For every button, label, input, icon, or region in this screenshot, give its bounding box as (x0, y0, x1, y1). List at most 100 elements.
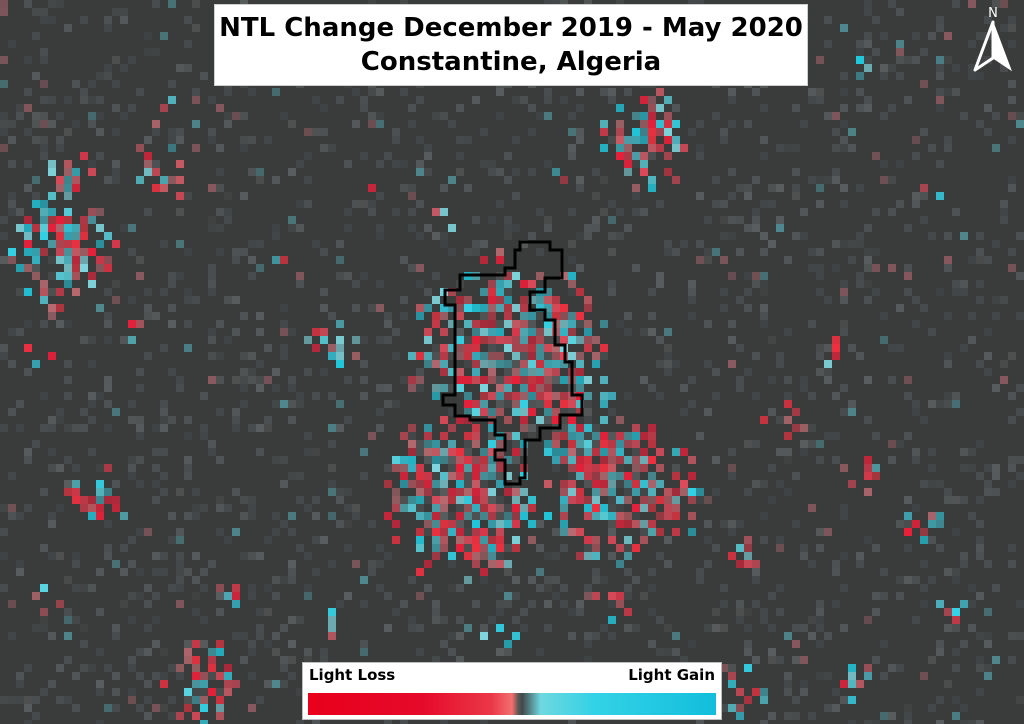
raster-pixel (136, 480, 144, 488)
raster-pixel (80, 88, 88, 96)
raster-pixel (152, 480, 160, 488)
raster-pixel (80, 664, 88, 672)
raster-pixel (912, 152, 920, 160)
raster-pixel (528, 536, 536, 544)
raster-pixel (720, 256, 728, 264)
raster-pixel (464, 528, 472, 536)
raster-pixel (712, 392, 720, 400)
raster-pixel (600, 576, 608, 584)
raster-pixel (648, 568, 656, 576)
raster-pixel (72, 184, 80, 192)
raster-pixel (456, 480, 464, 488)
raster-pixel (40, 248, 48, 256)
raster-pixel (80, 504, 88, 512)
raster-pixel (416, 472, 424, 480)
raster-pixel (112, 560, 120, 568)
raster-pixel (40, 232, 48, 240)
raster-pixel (736, 344, 744, 352)
raster-pixel (128, 664, 136, 672)
raster-pixel (808, 424, 816, 432)
raster-pixel (832, 144, 840, 152)
raster-pixel (336, 96, 344, 104)
raster-pixel (584, 344, 592, 352)
raster-pixel (64, 240, 72, 248)
raster-pixel (600, 480, 608, 488)
raster-pixel (136, 456, 144, 464)
raster-pixel (448, 288, 456, 296)
raster-pixel (976, 440, 984, 448)
raster-pixel (8, 696, 16, 704)
raster-pixel (648, 480, 656, 488)
raster-pixel (408, 192, 416, 200)
raster-pixel (184, 456, 192, 464)
raster-pixel (824, 360, 832, 368)
raster-pixel (336, 272, 344, 280)
raster-pixel (512, 520, 520, 528)
raster-pixel (192, 0, 200, 8)
raster-pixel (232, 112, 240, 120)
raster-pixel (480, 456, 488, 464)
raster-pixel (520, 328, 528, 336)
raster-pixel (608, 288, 616, 296)
raster-pixel (240, 512, 248, 520)
raster-pixel (544, 576, 552, 584)
raster-pixel (128, 248, 136, 256)
raster-pixel (696, 256, 704, 264)
raster-pixel (840, 584, 848, 592)
raster-pixel (80, 152, 88, 160)
raster-pixel (288, 328, 296, 336)
raster-pixel (736, 704, 744, 712)
raster-pixel (736, 296, 744, 304)
raster-pixel (72, 168, 80, 176)
raster-pixel (640, 136, 648, 144)
raster-pixel (904, 56, 912, 64)
raster-pixel (480, 568, 488, 576)
raster-pixel (272, 400, 280, 408)
raster-pixel (48, 448, 56, 456)
raster-pixel (560, 488, 568, 496)
raster-pixel (472, 504, 480, 512)
raster-pixel (952, 392, 960, 400)
raster-pixel (552, 368, 560, 376)
raster-pixel (528, 376, 536, 384)
raster-pixel (840, 72, 848, 80)
raster-pixel (264, 584, 272, 592)
raster-pixel (768, 592, 776, 600)
raster-pixel (744, 368, 752, 376)
raster-pixel (640, 592, 648, 600)
raster-pixel (792, 192, 800, 200)
raster-pixel (456, 656, 464, 664)
raster-pixel (496, 288, 504, 296)
raster-pixel (128, 464, 136, 472)
raster-pixel (120, 568, 128, 576)
raster-pixel (464, 376, 472, 384)
raster-pixel (168, 368, 176, 376)
raster-pixel (960, 560, 968, 568)
raster-pixel (624, 224, 632, 232)
raster-pixel (480, 488, 488, 496)
raster-pixel (176, 584, 184, 592)
raster-pixel (592, 544, 600, 552)
raster-pixel (576, 464, 584, 472)
raster-pixel (672, 136, 680, 144)
raster-pixel (800, 544, 808, 552)
raster-pixel (80, 624, 88, 632)
raster-pixel (40, 296, 48, 304)
raster-pixel (120, 512, 128, 520)
raster-pixel (576, 128, 584, 136)
raster-pixel (600, 392, 608, 400)
raster-pixel (416, 496, 424, 504)
raster-pixel (408, 424, 416, 432)
raster-pixel (776, 536, 784, 544)
raster-pixel (656, 336, 664, 344)
raster-pixel (72, 240, 80, 248)
raster-pixel (232, 600, 240, 608)
raster-pixel (272, 648, 280, 656)
raster-pixel (72, 704, 80, 712)
raster-pixel (888, 176, 896, 184)
raster-pixel (600, 456, 608, 464)
raster-pixel (40, 224, 48, 232)
raster-pixel (176, 160, 184, 168)
raster-pixel (40, 616, 48, 624)
